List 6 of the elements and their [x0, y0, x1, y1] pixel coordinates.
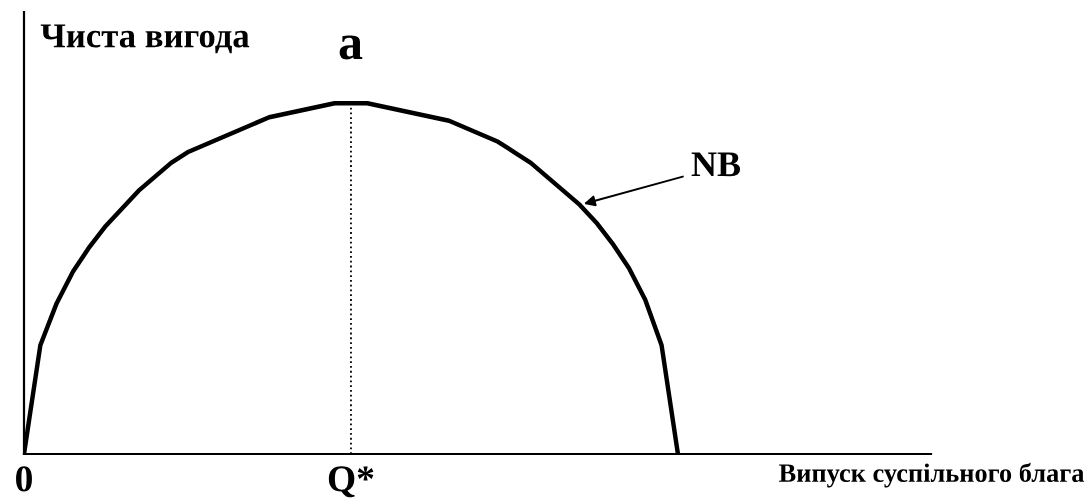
x-axis-title: Випуск суспільного блага: [779, 462, 1085, 488]
text: NB: [691, 152, 741, 177]
x-tick-label: Q*: [328, 466, 374, 498]
y-axis-title: Чиста вигода: [40, 24, 250, 54]
chart-title: a: [339, 35, 363, 60]
x-tick-label: 0: [16, 466, 32, 492]
